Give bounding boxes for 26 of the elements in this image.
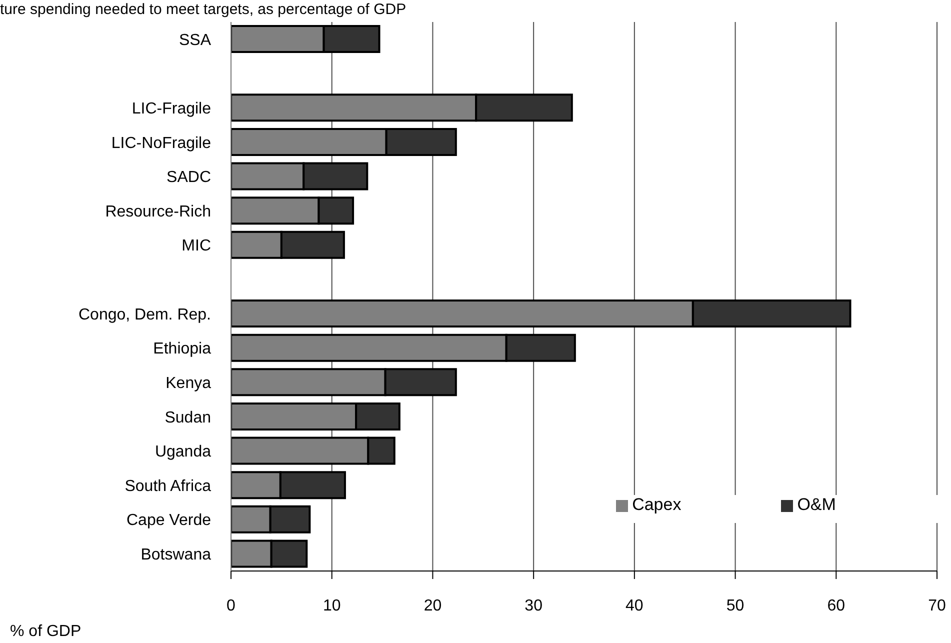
y-tick-label: Congo, Dem. Rep. xyxy=(78,306,211,324)
x-tick-label: 20 xyxy=(424,597,442,614)
y-tick-label: Resource-Rich xyxy=(105,203,211,220)
y-tick-label: South Africa xyxy=(124,478,212,495)
y-tick-label: Ethiopia xyxy=(153,340,212,358)
legend-label: Capex xyxy=(632,495,682,514)
y-tick-label: SADC xyxy=(166,169,211,186)
y-tick-label: MIC xyxy=(182,238,211,255)
x-tick-label: 50 xyxy=(726,597,744,614)
x-tick-label: 10 xyxy=(322,597,341,614)
y-tick-label: Kenya xyxy=(166,374,212,392)
y-tick-label: Botswana xyxy=(140,546,212,564)
x-tick-label: 0 xyxy=(226,597,236,614)
y-tick-label: Uganda xyxy=(154,444,212,461)
y-tick-label: SSA xyxy=(178,32,212,49)
x-tick-label: 30 xyxy=(524,597,543,614)
x-tick-label: 60 xyxy=(827,597,846,614)
legend-label: O&M xyxy=(797,495,836,514)
y-tick-label: Cape Verde xyxy=(126,512,212,530)
y-tick-label: LIC-Fragile xyxy=(132,100,212,118)
y-tick-label: LIC-NoFragile xyxy=(111,134,212,152)
x-tick-label: 70 xyxy=(928,597,946,614)
x-tick-label: 40 xyxy=(626,597,644,614)
chart-title: ture spending needed to meet targets, as percentage of GDP xyxy=(0,1,406,18)
x-axis-title: % of GDP xyxy=(10,623,82,641)
y-tick-label: Sudan xyxy=(164,409,211,426)
